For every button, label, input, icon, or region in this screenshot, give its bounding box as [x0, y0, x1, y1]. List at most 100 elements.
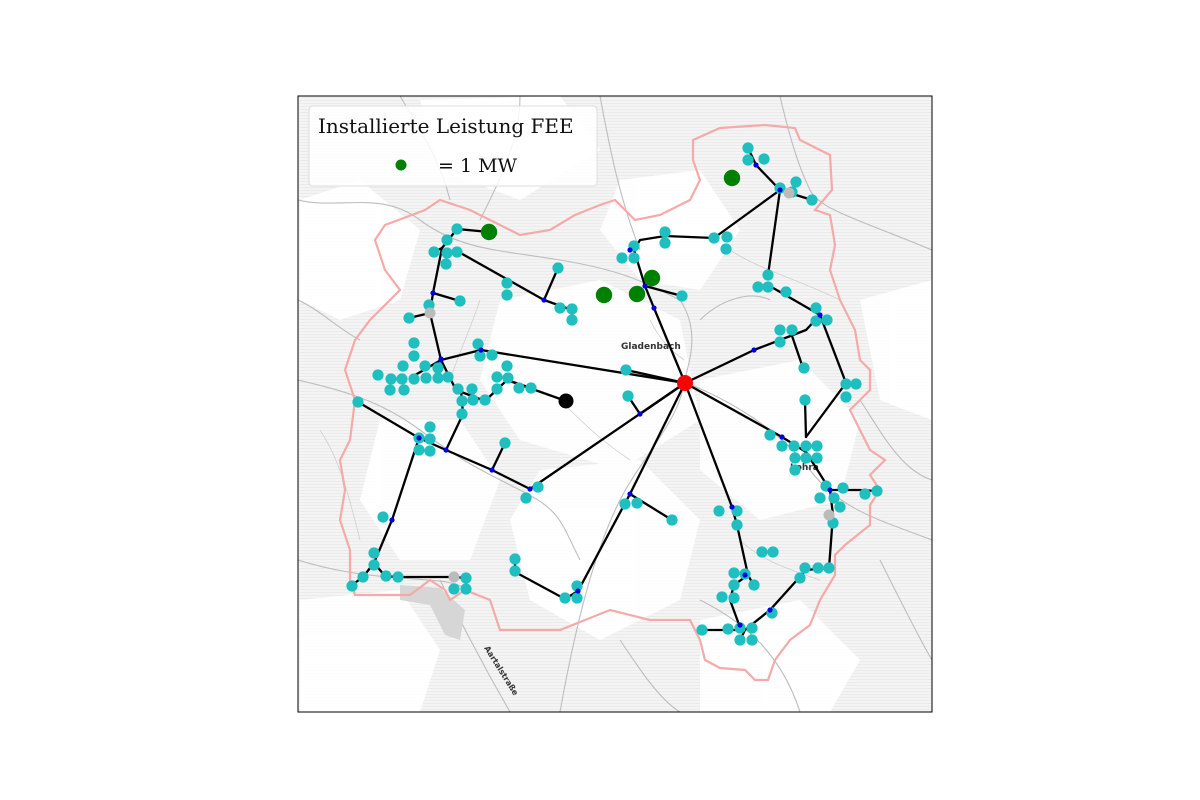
junction-node — [541, 297, 547, 303]
load-node — [448, 583, 460, 595]
load-node — [812, 562, 824, 574]
load-node — [746, 622, 758, 634]
load-node — [780, 286, 792, 298]
generator-node — [643, 269, 661, 287]
load-node — [734, 634, 746, 646]
load-node — [731, 519, 743, 531]
load-node — [501, 289, 513, 301]
load-node — [746, 634, 758, 646]
load-node — [659, 237, 671, 249]
load-node — [571, 580, 583, 592]
legend-title: Installierte Leistung FEE — [318, 114, 574, 138]
load-node — [713, 505, 725, 517]
generator-node — [595, 286, 613, 304]
load-node — [472, 338, 484, 350]
junction-node — [742, 572, 748, 578]
load-node — [413, 444, 425, 456]
load-node — [398, 384, 410, 396]
load-node — [776, 440, 788, 452]
load-node — [790, 176, 802, 188]
load-node — [708, 232, 720, 244]
junction-node — [627, 247, 633, 253]
load-node — [721, 231, 733, 243]
load-node — [408, 350, 420, 362]
load-node — [502, 372, 514, 384]
load-node — [789, 452, 801, 464]
load-node — [454, 295, 466, 307]
load-node — [441, 234, 453, 246]
load-node — [380, 570, 392, 582]
load-node — [423, 299, 435, 311]
load-node — [501, 277, 513, 289]
load-node — [460, 583, 472, 595]
load-node — [742, 154, 754, 166]
junction-node — [575, 588, 581, 594]
load-node — [798, 362, 810, 374]
load-node — [552, 262, 564, 274]
load-node — [479, 394, 491, 406]
junction-node — [637, 411, 643, 417]
junction-node — [489, 467, 495, 473]
load-node — [720, 243, 732, 255]
load-node — [799, 562, 811, 574]
load-node — [850, 378, 862, 390]
load-node — [408, 373, 420, 385]
load-node — [794, 572, 806, 584]
junction-node — [751, 347, 757, 353]
load-node — [520, 492, 532, 504]
load-node — [346, 580, 358, 592]
junction-node — [779, 434, 785, 440]
load-node — [762, 281, 774, 293]
load-node — [559, 592, 571, 604]
load-node — [748, 579, 760, 591]
load-node — [810, 302, 822, 314]
generator-node — [628, 285, 646, 303]
load-node — [696, 624, 708, 636]
load-node — [840, 378, 852, 390]
load-node — [377, 511, 389, 523]
load-node — [424, 433, 436, 445]
junction-node — [438, 356, 444, 362]
junction-node — [389, 517, 395, 523]
junction-node — [443, 447, 449, 453]
load-node — [828, 492, 840, 504]
load-node — [571, 592, 583, 604]
load-node — [460, 572, 472, 584]
load-node — [566, 314, 578, 326]
load-node — [767, 546, 779, 558]
load-node — [837, 482, 849, 494]
load-node — [800, 440, 812, 452]
load-node — [762, 269, 774, 281]
load-node — [666, 514, 678, 526]
load-node — [420, 372, 432, 384]
junction-node — [642, 283, 648, 289]
load-node — [368, 547, 380, 559]
load-node — [403, 312, 415, 324]
load-node — [774, 324, 786, 336]
load-node — [814, 492, 826, 504]
load-node — [372, 369, 384, 381]
switch-node — [448, 571, 460, 583]
region-boundary — [338, 123, 887, 682]
network-nodes — [346, 142, 883, 646]
load-node — [622, 390, 634, 402]
load-node — [734, 622, 746, 634]
load-node — [509, 565, 521, 577]
basemap — [298, 96, 932, 712]
load-node — [466, 383, 478, 395]
junction-node — [430, 290, 436, 296]
load-node — [419, 360, 431, 372]
generator-node — [723, 169, 741, 187]
load-node — [871, 485, 883, 497]
load-node — [451, 246, 463, 258]
load-node — [716, 591, 728, 603]
load-node — [742, 142, 754, 154]
load-node — [788, 440, 800, 452]
load-node — [758, 153, 770, 165]
load-node — [554, 302, 566, 314]
substation-node — [677, 375, 693, 391]
load-node — [368, 559, 380, 571]
load-node — [432, 372, 444, 384]
load-node — [821, 314, 833, 326]
load-node — [620, 364, 632, 376]
